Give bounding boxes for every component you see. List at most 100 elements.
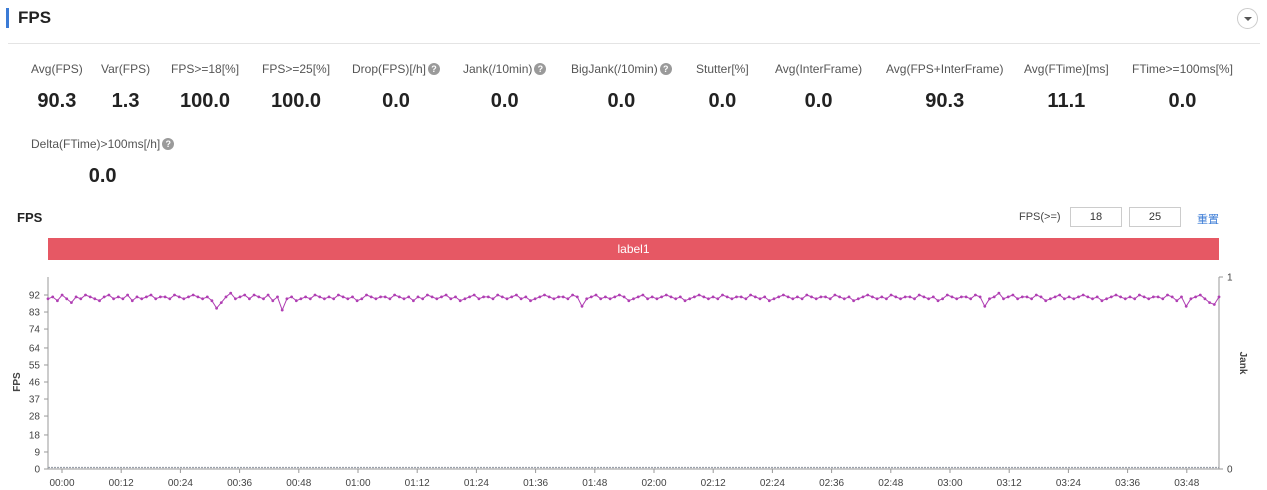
fps-point <box>599 297 603 301</box>
fps-point <box>145 295 148 299</box>
fps-point <box>974 293 977 297</box>
y-tick-label: 9 <box>34 447 40 458</box>
fps-point <box>1011 293 1015 297</box>
fps-point <box>875 297 879 301</box>
fps-point <box>435 297 439 301</box>
help-icon[interactable]: ? <box>162 138 175 150</box>
fps-point <box>112 297 115 301</box>
metric-7: Stutter[%] 0.0 <box>696 60 749 113</box>
y-tick-label: 92 <box>29 291 41 302</box>
fps-point <box>337 293 340 297</box>
fps-point <box>880 295 884 299</box>
fps-point <box>1095 295 1099 299</box>
fps-point <box>327 295 331 299</box>
fps-point <box>458 299 462 303</box>
metric-label-text: Var(FPS) <box>101 62 151 76</box>
fps-point <box>130 299 134 303</box>
fps-point <box>173 293 176 297</box>
metric-0: Avg(FPS) 90.3 <box>31 60 83 113</box>
chart-title: FPS <box>17 210 43 225</box>
fps-point <box>931 295 935 299</box>
fps-point <box>1020 295 1024 299</box>
y-tick-label: 64 <box>29 343 41 354</box>
metric-label: Delta(FTime)>100ms[/h]? <box>31 137 175 151</box>
x-tick-label: 02:36 <box>819 478 844 489</box>
metric-label-text: Jank(/10min) <box>463 62 533 76</box>
fps-point <box>641 293 645 297</box>
fps-point <box>262 297 265 301</box>
fps-point <box>519 297 523 301</box>
fps-point <box>1058 293 1062 297</box>
fps-point <box>140 297 144 301</box>
fps-point <box>604 295 607 299</box>
x-tick-label: 03:12 <box>997 478 1022 489</box>
fps-point <box>102 295 106 299</box>
fps-point <box>711 295 715 299</box>
fps-point <box>739 295 743 299</box>
x-tick-label: 00:00 <box>49 478 74 489</box>
help-icon[interactable]: ? <box>428 63 441 75</box>
fps-point <box>885 297 888 301</box>
y-tick-label: 18 <box>29 430 41 441</box>
metric-1: Var(FPS) 1.3 <box>101 60 150 113</box>
fps-point <box>426 293 429 297</box>
reset-link[interactable]: 重置 <box>1197 214 1219 226</box>
threshold-label: FPS(>=) <box>1019 211 1061 223</box>
help-icon[interactable]: ? <box>534 63 547 75</box>
fps-point <box>1025 295 1029 299</box>
metric-label: Avg(FPS) <box>31 62 83 76</box>
fps-point <box>613 295 617 299</box>
fps-point <box>290 295 293 299</box>
fps-point <box>210 299 214 303</box>
fps-point <box>969 297 973 301</box>
fps-point <box>416 295 420 299</box>
x-tick-label: 02:48 <box>878 478 903 489</box>
y2-tick-label: 1 <box>1227 273 1233 284</box>
fps-point <box>847 295 851 299</box>
fps-point <box>936 299 940 303</box>
fps-point <box>360 297 364 301</box>
fps-point <box>70 301 73 304</box>
fps-point <box>93 297 97 301</box>
fps-point <box>669 295 673 299</box>
fps-point <box>683 299 687 303</box>
fps-point <box>1170 295 1174 299</box>
fps-point <box>323 297 326 301</box>
fps-point <box>369 295 373 299</box>
fps-series-line <box>47 292 1220 312</box>
threshold-input-1[interactable] <box>1070 207 1122 227</box>
collapse-button[interactable] <box>1237 8 1258 29</box>
fps-point <box>889 293 893 297</box>
fps-point <box>945 293 949 297</box>
fps-point <box>575 295 579 299</box>
x-tick-label: 01:24 <box>464 478 489 489</box>
fps-point <box>622 295 626 299</box>
metric-8: Avg(InterFrame) 0.0 <box>775 60 862 113</box>
metric-3: FPS>=25[%] 100.0 <box>262 60 330 113</box>
metric-label-text: FPS>=18[%] <box>171 62 240 76</box>
fps-point <box>332 297 336 301</box>
fps-point <box>191 293 195 297</box>
fps-point <box>98 299 101 303</box>
fps-point <box>159 295 162 299</box>
fps-point <box>716 297 720 301</box>
fps-point <box>1091 297 1094 301</box>
y-tick-label: 55 <box>29 360 41 371</box>
x-tick-label: 02:00 <box>641 478 666 489</box>
label-bar[interactable]: label1 <box>48 238 1219 260</box>
x-tick-label: 01:00 <box>345 478 370 489</box>
fps-point <box>116 295 120 299</box>
fps-point <box>149 293 153 297</box>
fps-point <box>753 295 757 299</box>
threshold-input-2[interactable] <box>1129 207 1181 227</box>
fps-point <box>1194 295 1197 299</box>
metric-label: Drop(FPS)[/h]? <box>352 62 441 76</box>
fps-point <box>819 295 823 299</box>
fps-point <box>960 295 963 299</box>
fps-point <box>365 293 368 297</box>
fps-point <box>355 299 359 303</box>
metric-label: Jank(/10min)? <box>463 62 547 76</box>
fps-point <box>594 293 598 297</box>
fps-point <box>515 293 518 297</box>
help-icon[interactable]: ? <box>659 63 672 75</box>
